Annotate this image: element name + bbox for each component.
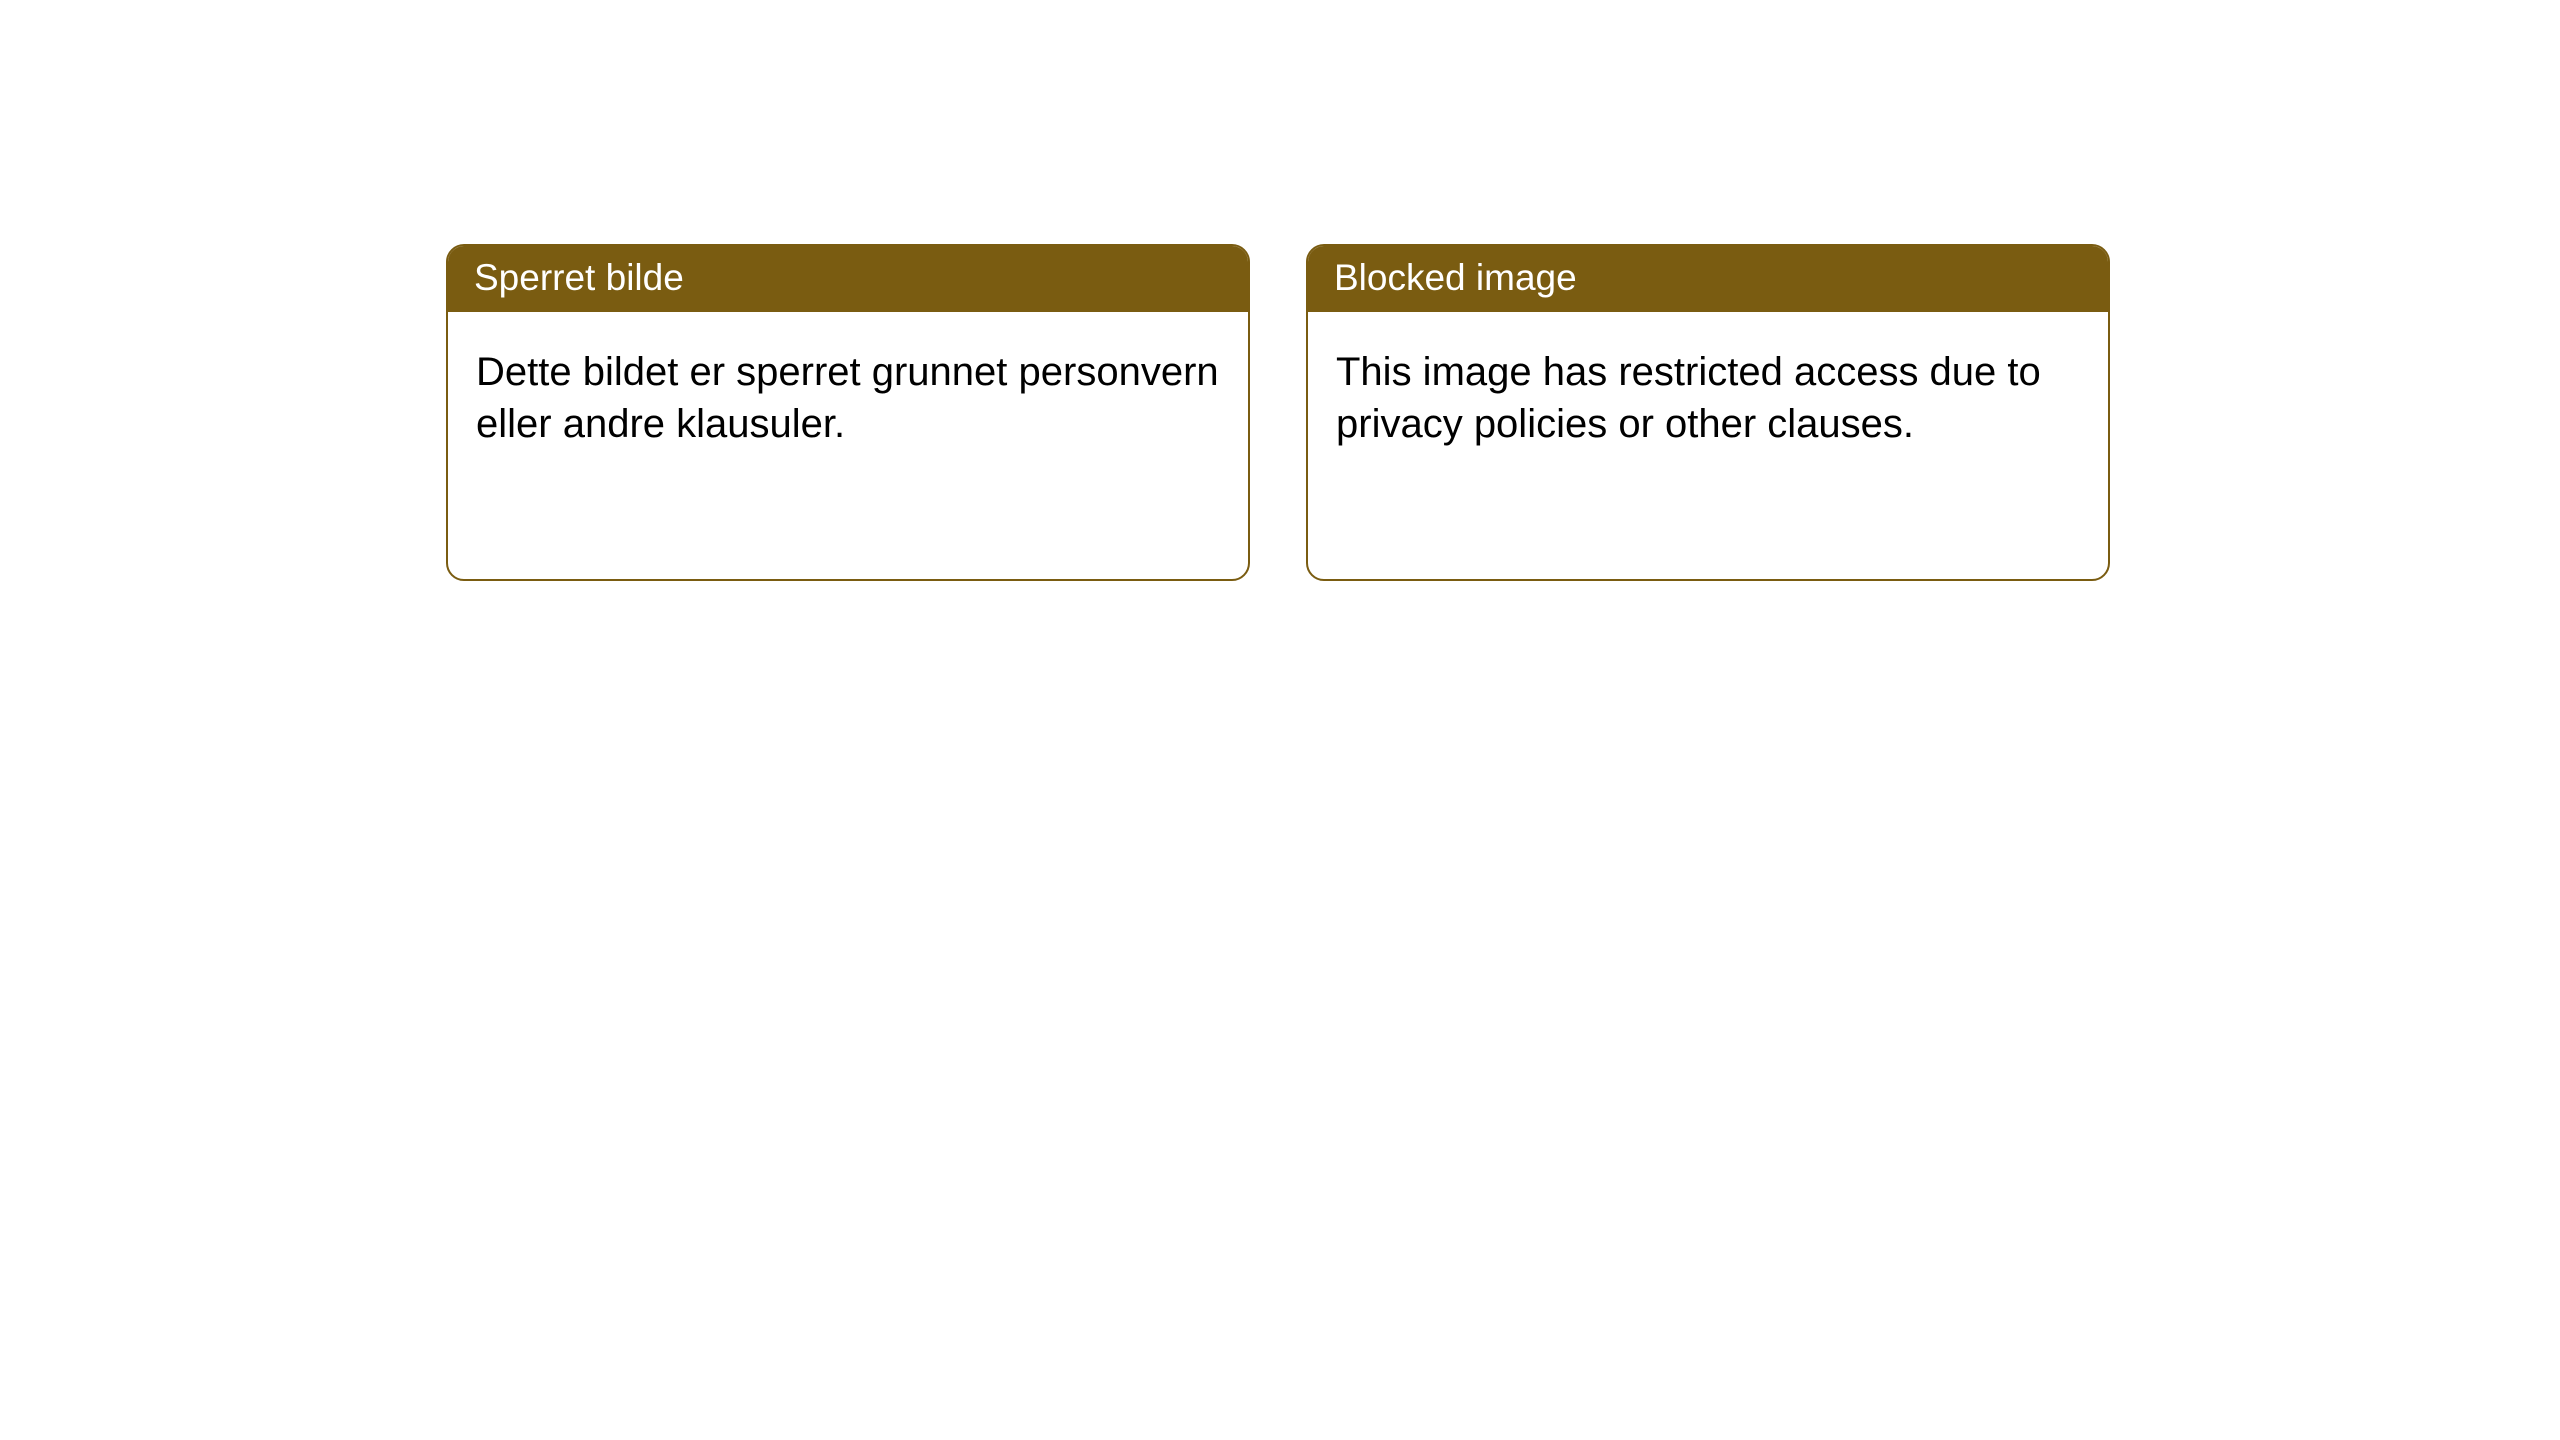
card-header-en: Blocked image [1308,246,2108,312]
blocked-image-card-no: Sperret bilde Dette bildet er sperret gr… [446,244,1250,581]
cards-container: Sperret bilde Dette bildet er sperret gr… [0,0,2560,581]
blocked-image-card-en: Blocked image This image has restricted … [1306,244,2110,581]
card-header-no: Sperret bilde [448,246,1248,312]
card-body-en: This image has restricted access due to … [1308,312,2108,484]
card-body-no: Dette bildet er sperret grunnet personve… [448,312,1248,484]
